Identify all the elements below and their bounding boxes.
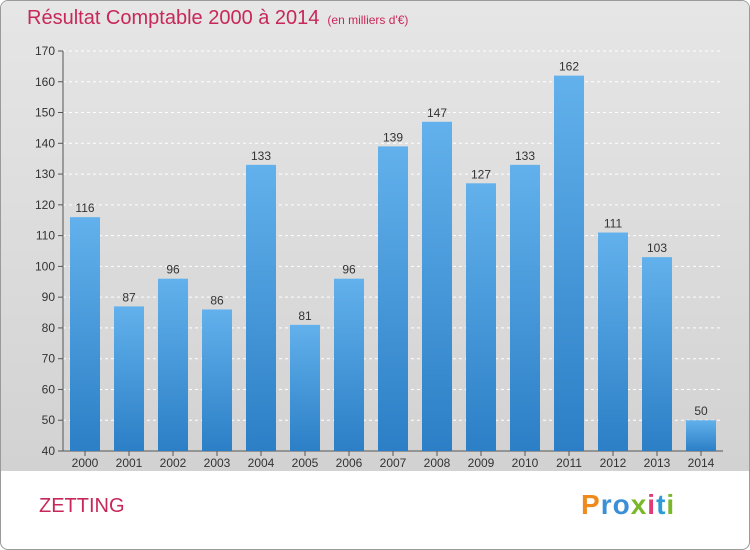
bar-value-label: 147 [427, 106, 447, 120]
x-tick-label: 2000 [72, 456, 99, 470]
bar-2000 [70, 217, 100, 451]
bar-2008 [422, 121, 452, 452]
y-tick-label: 110 [36, 229, 55, 243]
y-tick-label: 90 [42, 290, 56, 304]
x-tick-label: 2001 [116, 456, 143, 470]
bar-value-label: 87 [122, 290, 136, 304]
y-tick-label: 80 [42, 321, 56, 335]
x-tick-label: 2014 [688, 456, 715, 470]
bar-value-label: 133 [251, 149, 271, 163]
x-tick-label: 2009 [468, 456, 495, 470]
proxiti-logo: Proxiti [581, 489, 675, 521]
bar-2002 [158, 278, 188, 451]
logo-letter: o [612, 489, 631, 520]
bar-2007 [378, 146, 408, 451]
bar-value-label: 127 [471, 167, 491, 181]
bar-2003 [202, 309, 232, 451]
bar-2013 [642, 257, 672, 451]
logo-letter: P [581, 489, 601, 520]
x-tick-label: 2010 [512, 456, 539, 470]
bar-2014 [686, 420, 716, 451]
bar-2012 [598, 232, 628, 451]
bar-value-label: 111 [604, 217, 623, 231]
chart-title-text: Résultat Comptable 2000 à 2014 [27, 7, 320, 29]
bar-value-label: 96 [342, 263, 356, 277]
x-tick-label: 2008 [424, 456, 451, 470]
bar-value-label: 50 [694, 404, 708, 418]
bar-2009 [466, 183, 496, 452]
y-tick-label: 140 [35, 136, 55, 150]
bar-value-label: 139 [383, 130, 403, 144]
bar-2011 [554, 75, 584, 451]
chart-title: Résultat Comptable 2000 à 2014 (en millie… [27, 7, 408, 30]
x-tick-label: 2007 [380, 456, 407, 470]
chart-subtitle: (en milliers d'€) [327, 13, 409, 27]
x-tick-label: 2003 [204, 456, 231, 470]
y-tick-label: 120 [35, 198, 55, 212]
bar-2006 [334, 278, 364, 451]
labels: 40 50 60 70 80 90 100 110 120 130 140 150 160 170 116 2… [35, 44, 715, 470]
logo-letter: r [600, 489, 613, 520]
bar-2001 [114, 306, 144, 451]
x-tick-label: 2011 [556, 456, 582, 470]
y-tick-label: 130 [35, 167, 55, 181]
logo-letter: i [647, 489, 657, 520]
y-tick-label: 170 [35, 44, 55, 58]
bar-2005 [290, 324, 320, 451]
y-tick-label: 60 [42, 382, 56, 396]
bar-value-label: 162 [559, 60, 579, 74]
x-tick-label: 2012 [600, 456, 627, 470]
y-tick-label: 70 [42, 352, 56, 366]
logo-letter: i [666, 489, 676, 520]
x-tick-label: 2004 [248, 456, 275, 470]
logo-letter: t [656, 489, 667, 520]
commune-name: ZETTING [39, 495, 125, 517]
y-tick-label: 160 [35, 75, 55, 89]
bar-value-label: 96 [166, 263, 180, 277]
x-tick-label: 2013 [644, 456, 671, 470]
y-tick-label: 100 [35, 259, 55, 273]
x-tick-label: 2002 [160, 456, 187, 470]
bars [70, 75, 716, 452]
bar-value-label: 81 [298, 309, 312, 323]
bar-value-label: 116 [75, 201, 94, 215]
y-tick-label: 50 [42, 413, 56, 427]
x-tick-label: 2006 [336, 456, 363, 470]
bar-value-label: 103 [647, 241, 667, 255]
bar-2004 [246, 164, 276, 451]
y-tick-label: 150 [35, 106, 55, 120]
x-tick-label: 2005 [292, 456, 319, 470]
bar-value-label: 133 [515, 149, 535, 163]
y-tick-label: 40 [42, 444, 56, 458]
bar-value-label: 86 [210, 293, 224, 307]
bar-2010 [510, 164, 540, 451]
logo-letter: x [630, 489, 648, 520]
